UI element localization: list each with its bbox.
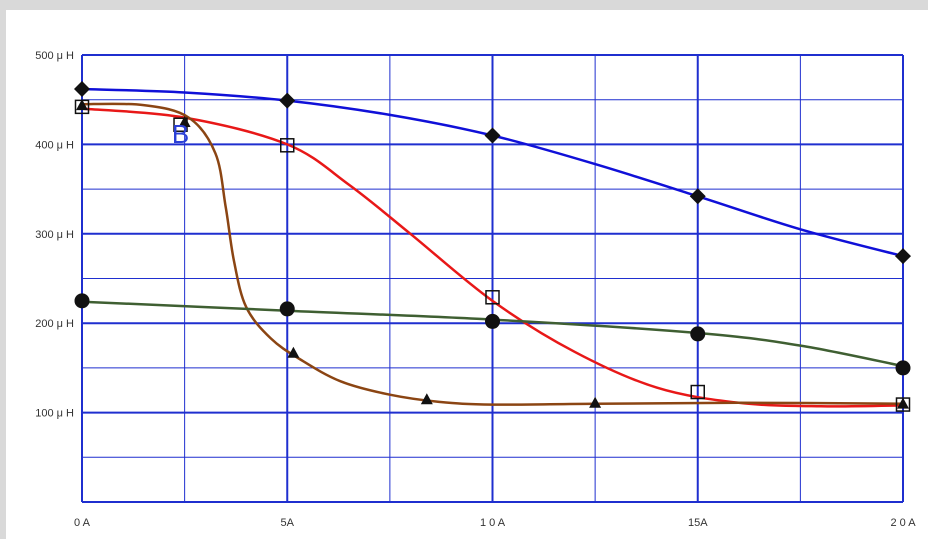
data-point-series-3	[420, 393, 433, 405]
data-point-series-2	[690, 384, 705, 400]
data-point-series-4	[895, 360, 911, 376]
data-point-series-3	[76, 99, 88, 111]
data-point-series-4	[690, 326, 706, 342]
data-point-series-2	[485, 290, 500, 305]
inductance-chart: 0 A 5A 1 0 A 15A 2 0 A 100 μ H 200 μ H 300 μ H 4…	[35, 50, 916, 529]
data-point-series-1	[689, 188, 706, 205]
series-line-4	[81, 300, 904, 368]
data-point-series-3	[589, 396, 602, 408]
data-point-series-3	[287, 346, 300, 358]
data-point-series-1	[279, 92, 296, 109]
tick-labels: 0 A 5A 1 0 A 15A 2 0 A 100 μ H 200 μ H 300 μ H 4…	[35, 50, 916, 529]
y-tick-label: 300 μ H	[35, 229, 74, 241]
data-point-series-4	[74, 293, 90, 309]
y-tick-label: 200 μ H	[35, 318, 74, 330]
annotation-label: B	[172, 119, 189, 149]
data-point-series-3	[178, 116, 191, 128]
annotations: B	[172, 119, 189, 149]
data-point-series-2	[280, 138, 295, 153]
data-point-series-1	[74, 80, 90, 97]
x-tick-label: 0 A	[74, 517, 91, 529]
data-point-series-1	[484, 127, 501, 144]
x-tick-label: 2 0 A	[890, 517, 916, 529]
chart-panel: 0 A 5A 1 0 A 15A 2 0 A 100 μ H 200 μ H 300 μ H 4…	[6, 10, 928, 539]
data-point-series-4	[279, 301, 295, 317]
data-point-series-4	[485, 313, 500, 329]
y-tick-label: 100 μ H	[35, 408, 74, 420]
data-point-series-3	[897, 397, 909, 409]
y-tick-label: 500 μ H	[35, 50, 74, 62]
x-tick-label: 15A	[688, 517, 708, 529]
series-line-2	[81, 107, 904, 408]
series-line-3	[81, 102, 904, 406]
x-tick-label: 5A	[281, 517, 295, 529]
x-tick-label: 1 0 A	[480, 517, 506, 529]
y-tick-label: 400 μ H	[35, 139, 74, 151]
data-point-series-1	[895, 248, 911, 265]
series-markers	[74, 80, 911, 412]
